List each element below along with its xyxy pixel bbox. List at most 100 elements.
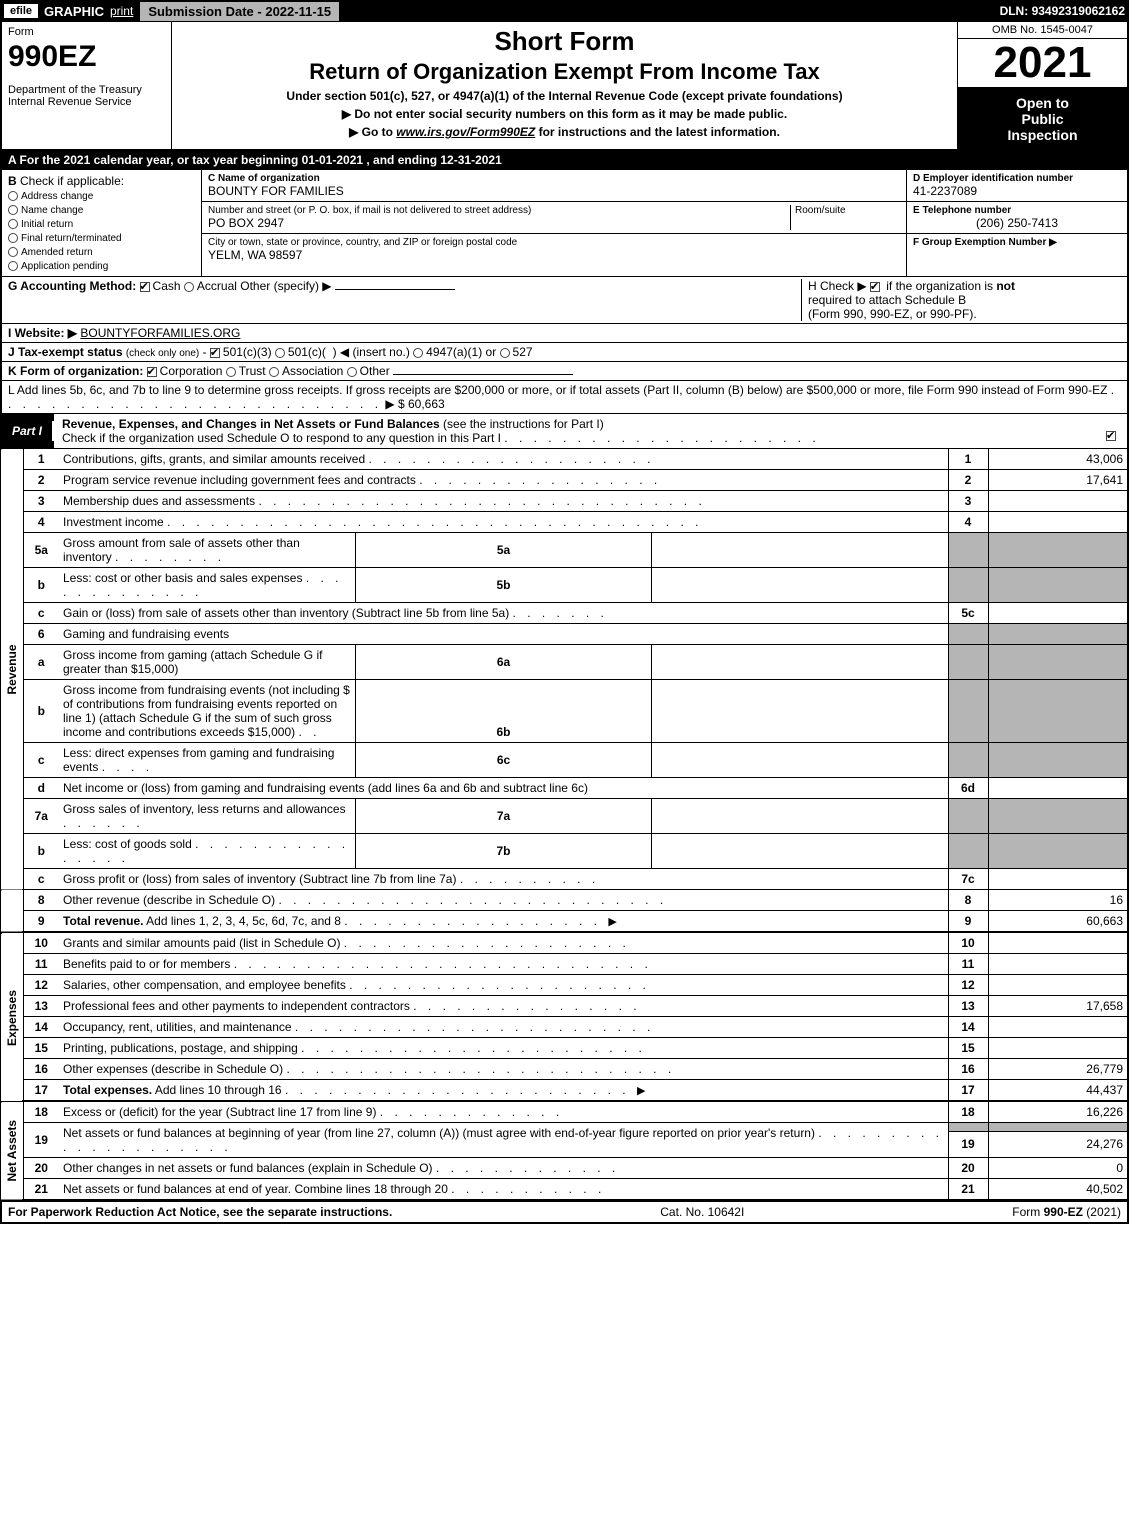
j-501c3-checkbox xyxy=(210,348,220,358)
ln-7a-sub: 7a xyxy=(355,799,651,834)
goto-line: ▶ Go to www.irs.gov/Form990EZ for instru… xyxy=(180,125,949,139)
section-c: C Name of organization BOUNTY FOR FAMILI… xyxy=(202,170,907,276)
ln-2-num: 2 xyxy=(23,470,59,491)
ln-17-amt: 44,437 xyxy=(988,1080,1128,1102)
section-i-row: I Website: ▶ BOUNTYFORFAMILIES.ORG xyxy=(0,324,1129,343)
graphic-label: GRAPHIC xyxy=(44,4,104,19)
section-a-row: A For the 2021 calendar year, or tax yea… xyxy=(0,151,1129,170)
ln-10-idx: 10 xyxy=(948,933,988,954)
part1-header: Part I Revenue, Expenses, and Changes in… xyxy=(0,414,1129,449)
revenue-table: Revenue 1 Contributions, gifts, grants, … xyxy=(0,449,1129,933)
ln-5b-val xyxy=(652,568,948,603)
k-opt-other: Other xyxy=(360,364,390,378)
ln-11-amt xyxy=(988,954,1128,975)
ln-10-num: 10 xyxy=(23,933,59,954)
section-e-label: E Telephone number xyxy=(913,205,1011,216)
chk-amended-return: Amended return xyxy=(21,247,93,258)
section-i-label: I Website: ▶ xyxy=(8,326,77,340)
telephone-value: (206) 250-7413 xyxy=(913,216,1121,230)
ln-6c-val xyxy=(652,743,948,778)
goto-url-link[interactable]: www.irs.gov/Form990EZ xyxy=(396,125,535,139)
chk-final-return: Final return/terminated xyxy=(21,233,122,244)
footer-right-form: 990-EZ xyxy=(1044,1205,1083,1219)
dept-line2: Internal Revenue Service xyxy=(8,96,165,108)
ln-19-amt-grey xyxy=(988,1123,1128,1132)
section-b-label: Check if applicable: xyxy=(20,174,124,188)
chk-name-change: Name change xyxy=(21,205,83,216)
dln-label: DLN: xyxy=(1000,4,1032,18)
section-l-row: L Add lines 5b, 6c, and 7b to line 9 to … xyxy=(0,381,1129,414)
h-post: if the organization is xyxy=(886,279,996,293)
ln-5a-val xyxy=(652,533,948,568)
street-label: Number and street (or P. O. box, if mail… xyxy=(208,205,790,216)
ln-18-desc: Excess or (deficit) for the year (Subtra… xyxy=(63,1105,376,1119)
schedule-b-checkbox xyxy=(870,282,880,292)
chk-address-change: Address change xyxy=(21,191,93,202)
ln-21-amt: 40,502 xyxy=(988,1179,1128,1200)
opt-other: Other (specify) ▶ xyxy=(240,279,331,293)
accrual-checkbox xyxy=(184,282,194,292)
ln-6d-desc: Net income or (loss) from gaming and fun… xyxy=(63,781,588,795)
ln-7c-num: c xyxy=(23,869,59,890)
ln-21-idx: 21 xyxy=(948,1179,988,1200)
ln-12-num: 12 xyxy=(23,975,59,996)
ln-6c-idx-grey xyxy=(948,743,988,778)
top-bar: efile GRAPHIC print Submission Date - 20… xyxy=(0,0,1129,22)
ln-14-idx: 14 xyxy=(948,1017,988,1038)
ln-3-desc: Membership dues and assessments xyxy=(63,494,255,508)
goto-post: for instructions and the latest informat… xyxy=(535,125,780,139)
k-other-checkbox xyxy=(347,367,357,377)
title-return: Return of Organization Exempt From Incom… xyxy=(180,59,949,85)
ln-9-idx: 9 xyxy=(948,911,988,933)
ln-1-desc: Contributions, gifts, grants, and simila… xyxy=(63,452,365,466)
h-line3: (Form 990, 990-EZ, or 990-PF). xyxy=(808,307,1121,321)
section-g: G Accounting Method: Cash Accrual Other … xyxy=(8,279,801,321)
ln-9-num: 9 xyxy=(23,911,59,933)
ln-7b-val xyxy=(652,834,948,869)
ln-6-idx-grey xyxy=(948,624,988,645)
header-left: Form 990EZ Department of the Treasury In… xyxy=(2,22,172,149)
ln-6a-num: a xyxy=(23,645,59,680)
ln-12-amt xyxy=(988,975,1128,996)
ln-15-desc: Printing, publications, postage, and shi… xyxy=(63,1041,298,1055)
l-amount: 60,663 xyxy=(408,397,445,411)
ln-5a-amt-grey xyxy=(988,533,1128,568)
ln-6a-idx-grey xyxy=(948,645,988,680)
ln-6b-sub: 6b xyxy=(355,680,651,743)
inspect-line3: Inspection xyxy=(962,127,1123,143)
ln-14-num: 14 xyxy=(23,1017,59,1038)
ln-20-desc: Other changes in net assets or fund bala… xyxy=(63,1161,433,1175)
ln-7a-val xyxy=(652,799,948,834)
submission-date-box: Submission Date - 2022-11-15 xyxy=(139,1,340,22)
ln-17-idx: 17 xyxy=(948,1080,988,1102)
schedule-o-checkbox xyxy=(1106,431,1116,441)
ln-13-idx: 13 xyxy=(948,996,988,1017)
ln-6d-amt xyxy=(988,778,1128,799)
l-amount-label: ▶ $ xyxy=(385,397,408,411)
org-info-grid: B Check if applicable: Address change Na… xyxy=(0,170,1129,277)
section-d-label: D Employer identification number xyxy=(913,173,1073,184)
ln-7b-idx-grey xyxy=(948,834,988,869)
ln-6a-amt-grey xyxy=(988,645,1128,680)
ln-6-desc: Gaming and fundraising events xyxy=(59,624,948,645)
ln-16-desc: Other expenses (describe in Schedule O) xyxy=(63,1062,283,1076)
print-link[interactable]: print xyxy=(110,4,133,18)
ln-5b-desc: Less: cost or other basis and sales expe… xyxy=(63,571,302,585)
chk-application-pending: Application pending xyxy=(21,261,108,272)
section-g-label: G Accounting Method: xyxy=(8,279,136,293)
expenses-table: Expenses 10 Grants and similar amounts p… xyxy=(0,933,1129,1102)
ln-7b-num: b xyxy=(23,834,59,869)
ln-1-idx: 1 xyxy=(948,449,988,470)
dln-box: DLN: 93492319062162 xyxy=(1000,4,1125,18)
ln-7a-desc: Gross sales of inventory, less returns a… xyxy=(63,802,346,816)
part1-tab: Part I xyxy=(2,421,54,441)
k-opt-trust: Trust xyxy=(239,364,266,378)
ln-13-desc: Professional fees and other payments to … xyxy=(63,999,410,1013)
ln-8-idx: 8 xyxy=(948,890,988,911)
ln-21-desc: Net assets or fund balances at end of ye… xyxy=(63,1182,448,1196)
section-def: D Employer identification number 41-2237… xyxy=(907,170,1127,276)
ln-5a-num: 5a xyxy=(23,533,59,568)
website-url[interactable]: BOUNTYFORFAMILIES.ORG xyxy=(80,326,240,340)
ln-7b-amt-grey xyxy=(988,834,1128,869)
page-footer: For Paperwork Reduction Act Notice, see … xyxy=(0,1200,1129,1224)
